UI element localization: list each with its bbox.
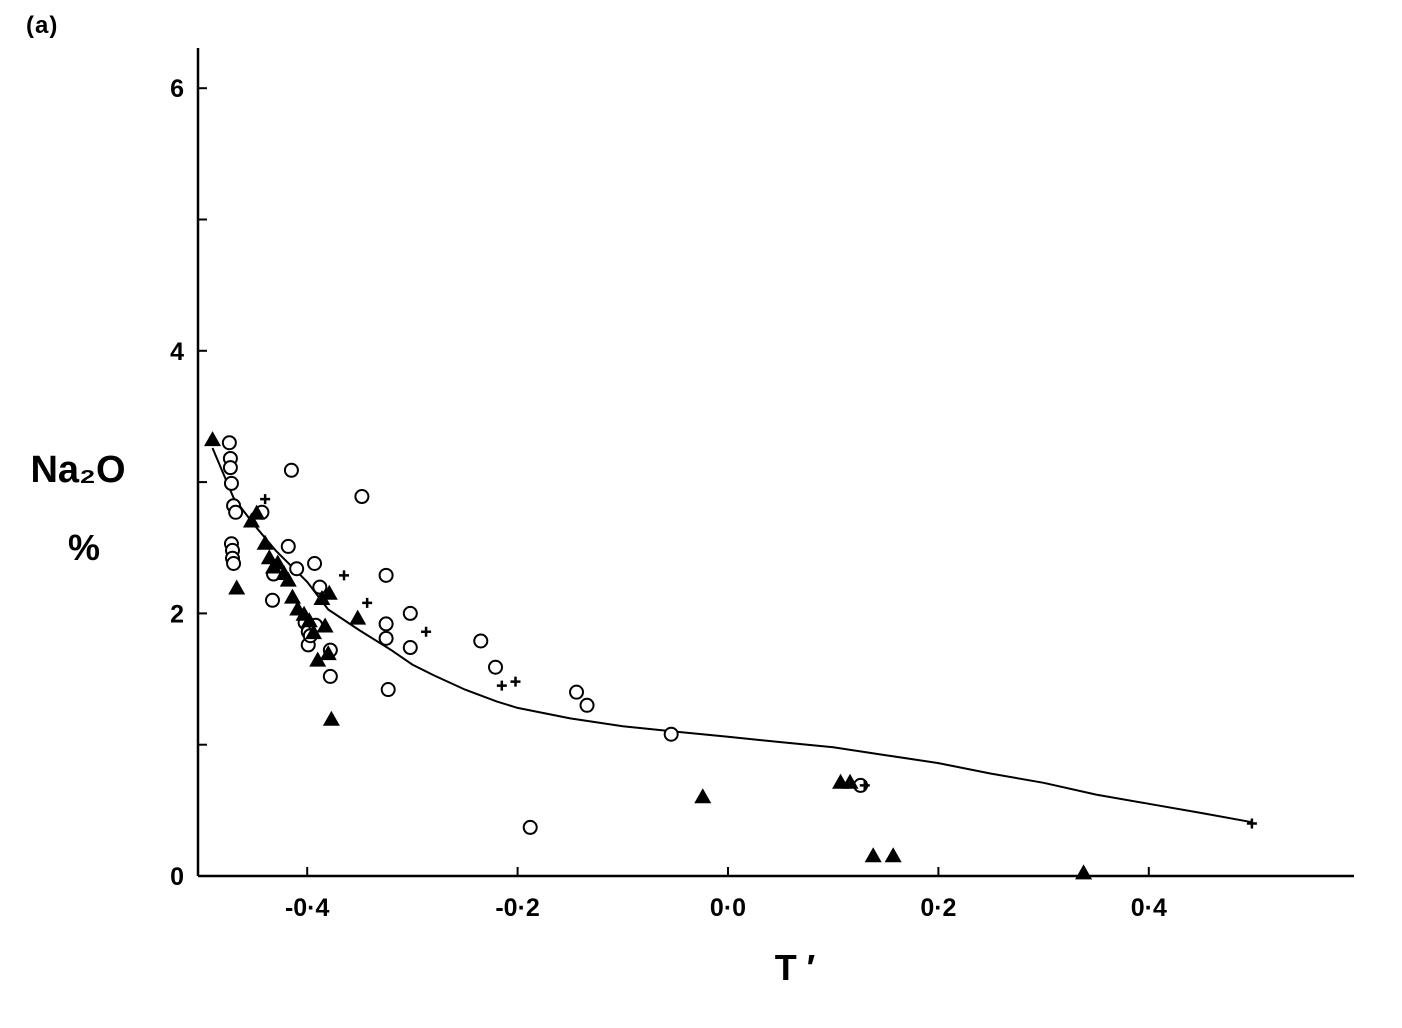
x-tick-label: 0·4 <box>1131 894 1167 922</box>
data-point-open-circle <box>312 579 328 595</box>
x-tick-label: -0·4 <box>285 894 330 922</box>
data-point-open-circle <box>488 659 504 675</box>
panel-label: (a) <box>26 12 59 39</box>
data-points <box>204 431 1257 880</box>
data-point-cross <box>260 494 271 505</box>
data-point-filled-triangle <box>228 579 246 595</box>
data-point-open-circle <box>228 504 244 520</box>
y-tick-label: 2 <box>170 600 184 628</box>
y-axis-unit: % <box>68 527 100 568</box>
data-point-open-circle <box>663 726 679 742</box>
data-point-filled-triangle <box>349 609 367 625</box>
data-point-filled-triangle <box>309 651 327 667</box>
data-point-open-circle <box>579 697 595 713</box>
data-point-filled-triangle <box>322 710 340 726</box>
data-point-filled-triangle <box>884 847 902 863</box>
data-point-filled-triangle <box>694 788 712 804</box>
data-point-filled-triangle <box>841 773 859 789</box>
data-point-filled-triangle <box>320 584 338 600</box>
data-point-open-circle <box>322 668 338 684</box>
data-point-filled-triangle <box>316 617 334 633</box>
data-point-cross <box>510 676 521 687</box>
data-point-open-circle <box>522 819 538 835</box>
data-point-filled-triangle <box>305 624 323 640</box>
data-point-open-circle <box>354 489 370 505</box>
y-tick-label: 0 <box>170 863 184 891</box>
data-point-filled-triangle <box>248 504 266 520</box>
y-tick-label: 4 <box>170 338 184 366</box>
data-point-cross <box>339 570 350 581</box>
data-point-filled-triangle <box>279 571 297 587</box>
data-point-filled-triangle <box>242 512 260 528</box>
data-point-open-circle <box>569 684 585 700</box>
axes <box>196 48 1354 878</box>
trend-line-group <box>211 447 1253 824</box>
data-point-cross <box>362 597 373 608</box>
data-point-open-circle <box>289 561 305 577</box>
trend-line <box>211 447 1253 824</box>
data-point-open-circle <box>380 682 396 698</box>
data-point-filled-triangle <box>864 847 882 863</box>
data-point-open-circle <box>402 640 418 656</box>
data-point-open-circle <box>226 556 242 572</box>
data-point-open-circle <box>378 630 394 646</box>
data-point-filled-triangle <box>300 612 318 628</box>
x-axis-label: T ′ <box>775 947 816 988</box>
x-axis-ticks: -0·4 -0·2 0·0 0·2 0·4 <box>285 867 1167 922</box>
y-tick-label: 6 <box>170 75 184 103</box>
data-point-open-circle <box>283 462 299 478</box>
data-point-cross <box>1246 818 1257 829</box>
data-point-filled-triangle <box>269 554 287 570</box>
data-point-filled-triangle <box>256 534 274 550</box>
data-point-cross <box>496 680 507 691</box>
data-point-cross <box>859 780 870 791</box>
x-tick-label: 0·0 <box>710 894 746 922</box>
y-axis-ticks: 0 2 4 6 <box>170 75 207 891</box>
data-point-open-circle <box>378 567 394 583</box>
data-point-open-circle <box>473 633 489 649</box>
data-point-open-circle <box>264 592 280 608</box>
data-point-filled-triangle <box>1075 864 1093 880</box>
y-axis-label: Na₂O <box>30 449 125 491</box>
data-point-open-circle <box>280 538 296 554</box>
data-point-open-circle <box>222 460 238 476</box>
data-point-filled-triangle <box>319 645 337 661</box>
data-point-open-circle <box>221 435 237 451</box>
x-tick-label: 0·2 <box>920 894 956 922</box>
data-point-cross <box>421 626 432 637</box>
data-point-filled-triangle <box>204 431 222 447</box>
data-point-filled-triangle <box>313 589 331 605</box>
data-point-filled-triangle <box>283 588 301 604</box>
data-point-open-circle <box>378 616 394 632</box>
x-tick-label: -0·2 <box>495 894 539 922</box>
data-point-open-circle <box>307 556 323 572</box>
data-point-open-circle <box>402 605 418 621</box>
data-point-open-circle <box>223 475 239 491</box>
